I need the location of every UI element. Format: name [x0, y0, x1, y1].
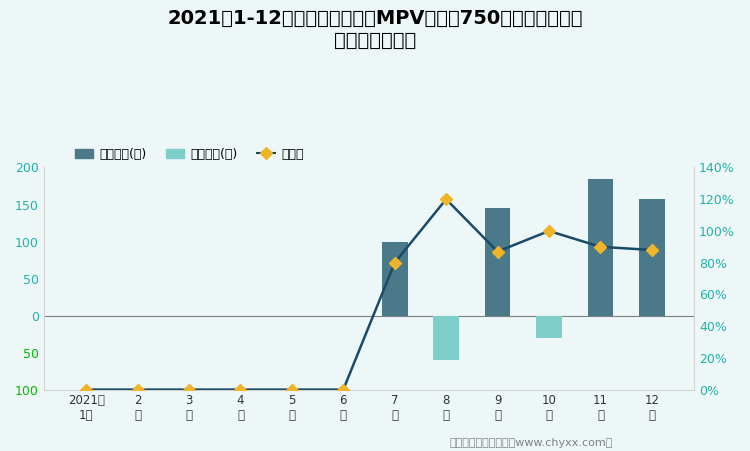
Text: 2021年1-12月华晨旗下最畅销MPV（金杯750）全年库存情况
及产销率统计图: 2021年1-12月华晨旗下最畅销MPV（金杯750）全年库存情况 及产销率统计…	[167, 9, 583, 50]
Bar	[536, 316, 562, 338]
Legend: 积压库存(辆), 清仓库存(辆), 产销率: 积压库存(辆), 清仓库存(辆), 产销率	[70, 143, 309, 166]
Text: 制图：智研咨询整理（www.chyxx.com）: 制图：智研咨询整理（www.chyxx.com）	[450, 438, 614, 448]
Bar	[587, 179, 613, 316]
Bar	[484, 208, 511, 316]
Bar	[433, 316, 459, 360]
Bar	[639, 198, 664, 316]
Bar	[382, 242, 407, 316]
